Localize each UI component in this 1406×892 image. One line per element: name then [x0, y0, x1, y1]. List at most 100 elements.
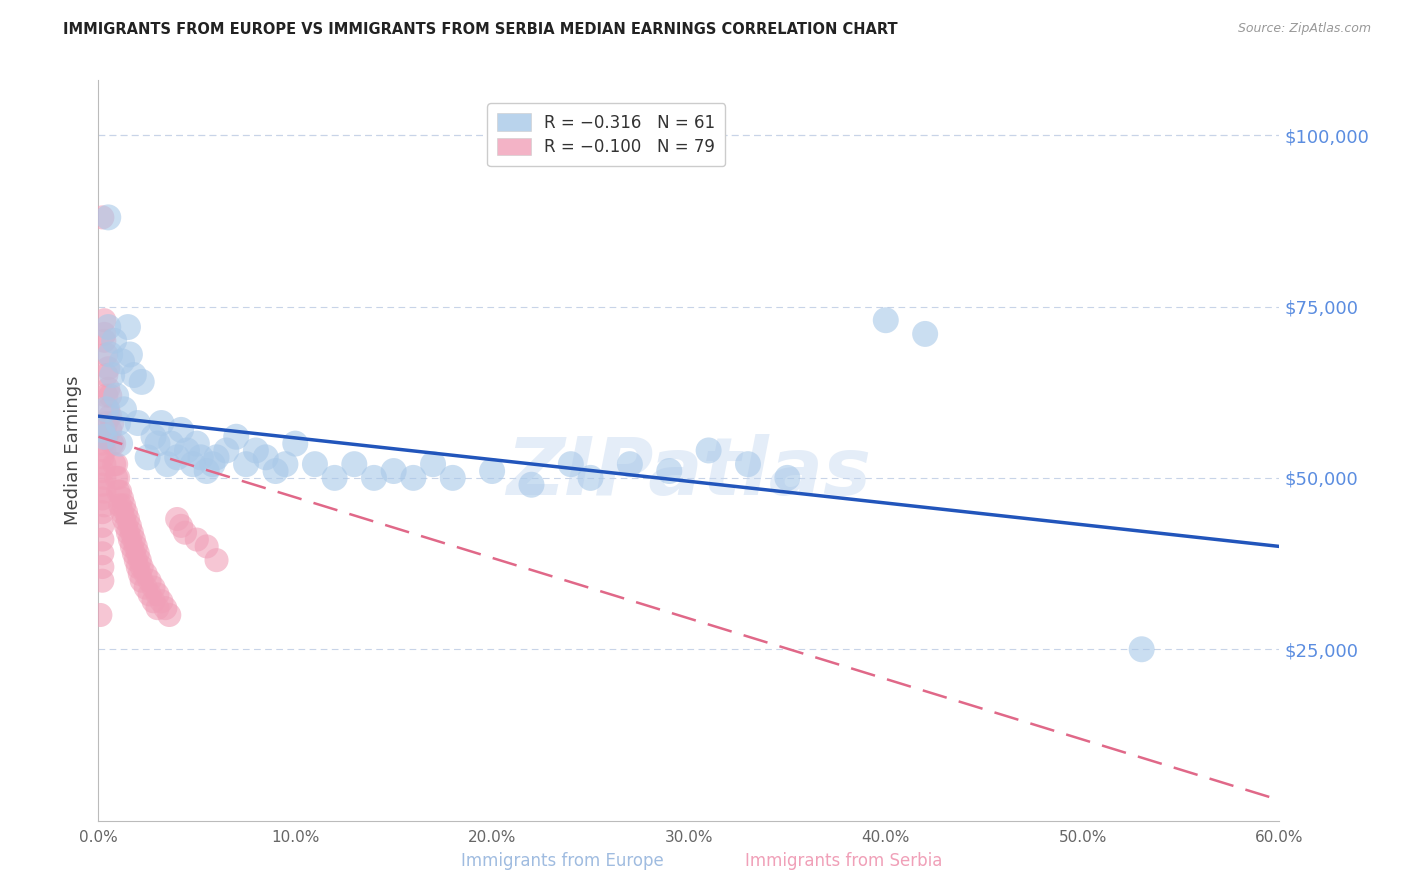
- Immigrants from Serbia: [121, 540, 143, 554]
- Immigrants from Serbia: [93, 498, 115, 512]
- Immigrants from Serbia: [96, 389, 118, 403]
- Immigrants from Europe: [176, 443, 198, 458]
- Immigrants from Serbia: [135, 581, 157, 595]
- Immigrants from Serbia: [122, 546, 145, 560]
- Immigrants from Europe: [118, 347, 141, 361]
- Immigrants from Serbia: [93, 457, 115, 471]
- Immigrants from Europe: [205, 450, 228, 465]
- Immigrants from Europe: [103, 334, 125, 348]
- Immigrants from Serbia: [186, 533, 208, 547]
- Immigrants from Serbia: [157, 607, 180, 622]
- Immigrants from Europe: [131, 375, 153, 389]
- Y-axis label: Median Earnings: Median Earnings: [63, 376, 82, 525]
- Immigrants from Serbia: [107, 484, 129, 499]
- Immigrants from Europe: [108, 436, 131, 450]
- Immigrants from Serbia: [93, 326, 115, 341]
- Immigrants from Serbia: [131, 560, 153, 574]
- Immigrants from Serbia: [107, 471, 129, 485]
- Immigrants from Serbia: [103, 457, 125, 471]
- Immigrants from Serbia: [122, 533, 145, 547]
- Immigrants from Europe: [697, 443, 720, 458]
- Text: ZIPatlas: ZIPatlas: [506, 434, 872, 512]
- Immigrants from Serbia: [205, 553, 228, 567]
- Immigrants from Serbia: [131, 574, 153, 588]
- Immigrants from Serbia: [101, 416, 124, 430]
- Legend: R = −0.316   N = 61, R = −0.100   N = 79: R = −0.316 N = 61, R = −0.100 N = 79: [488, 103, 725, 167]
- Immigrants from Europe: [422, 457, 444, 471]
- Immigrants from Serbia: [91, 436, 114, 450]
- Immigrants from Serbia: [91, 211, 114, 225]
- Immigrants from Serbia: [91, 574, 114, 588]
- Immigrants from Europe: [235, 457, 257, 471]
- Immigrants from Europe: [914, 326, 936, 341]
- Immigrants from Europe: [201, 457, 224, 471]
- Immigrants from Serbia: [97, 361, 120, 376]
- Immigrants from Europe: [579, 471, 602, 485]
- Immigrants from Serbia: [91, 505, 114, 519]
- Immigrants from Serbia: [91, 519, 114, 533]
- Immigrants from Europe: [520, 477, 543, 491]
- Immigrants from Serbia: [108, 498, 131, 512]
- Immigrants from Serbia: [105, 471, 128, 485]
- Immigrants from Europe: [382, 464, 405, 478]
- Immigrants from Europe: [156, 457, 179, 471]
- Immigrants from Serbia: [96, 430, 118, 444]
- Immigrants from Serbia: [91, 491, 114, 506]
- Immigrants from Europe: [441, 471, 464, 485]
- Immigrants from Serbia: [170, 519, 193, 533]
- Immigrants from Serbia: [174, 525, 197, 540]
- Immigrants from Serbia: [115, 505, 138, 519]
- Immigrants from Europe: [150, 416, 173, 430]
- Immigrants from Europe: [776, 471, 799, 485]
- Immigrants from Europe: [105, 389, 128, 403]
- Immigrants from Europe: [264, 464, 287, 478]
- Immigrants from Serbia: [142, 581, 165, 595]
- Immigrants from Serbia: [111, 491, 134, 506]
- Immigrants from Serbia: [91, 450, 114, 465]
- Immigrants from Serbia: [125, 540, 148, 554]
- Immigrants from Europe: [93, 430, 115, 444]
- Immigrants from Europe: [111, 354, 134, 368]
- Immigrants from Serbia: [93, 471, 115, 485]
- Immigrants from Europe: [142, 430, 165, 444]
- Immigrants from Serbia: [101, 436, 124, 450]
- Immigrants from Serbia: [142, 594, 165, 608]
- Immigrants from Europe: [160, 436, 183, 450]
- Immigrants from Europe: [107, 416, 129, 430]
- Immigrants from Serbia: [112, 512, 135, 526]
- Text: IMMIGRANTS FROM EUROPE VS IMMIGRANTS FROM SERBIA MEDIAN EARNINGS CORRELATION CHA: IMMIGRANTS FROM EUROPE VS IMMIGRANTS FRO…: [63, 22, 898, 37]
- Immigrants from Europe: [96, 402, 118, 417]
- Immigrants from Serbia: [93, 484, 115, 499]
- Immigrants from Serbia: [91, 546, 114, 560]
- Immigrants from Serbia: [96, 416, 118, 430]
- Immigrants from Serbia: [127, 546, 149, 560]
- Immigrants from Europe: [127, 416, 149, 430]
- Immigrants from Europe: [658, 464, 681, 478]
- Immigrants from Serbia: [93, 430, 115, 444]
- Immigrants from Europe: [195, 464, 218, 478]
- Immigrants from Serbia: [128, 553, 150, 567]
- Immigrants from Europe: [91, 423, 114, 437]
- Immigrants from Europe: [146, 436, 169, 450]
- Immigrants from Serbia: [91, 560, 114, 574]
- Immigrants from Europe: [274, 457, 297, 471]
- Immigrants from Serbia: [155, 601, 177, 615]
- Immigrants from Europe: [97, 320, 120, 334]
- Immigrants from Serbia: [93, 443, 115, 458]
- Immigrants from Serbia: [96, 347, 118, 361]
- Immigrants from Europe: [98, 347, 121, 361]
- Immigrants from Serbia: [91, 423, 114, 437]
- Immigrants from Europe: [402, 471, 425, 485]
- Immigrants from Serbia: [135, 566, 157, 581]
- Immigrants from Europe: [560, 457, 582, 471]
- Immigrants from Europe: [136, 450, 159, 465]
- Text: Immigrants from Europe: Immigrants from Europe: [461, 852, 664, 870]
- Immigrants from Europe: [284, 436, 307, 450]
- Immigrants from Serbia: [127, 560, 149, 574]
- Immigrants from Serbia: [150, 594, 173, 608]
- Immigrants from Serbia: [108, 484, 131, 499]
- Immigrants from Europe: [190, 450, 212, 465]
- Immigrants from Serbia: [97, 402, 120, 417]
- Immigrants from Europe: [97, 211, 120, 225]
- Immigrants from Serbia: [97, 382, 120, 396]
